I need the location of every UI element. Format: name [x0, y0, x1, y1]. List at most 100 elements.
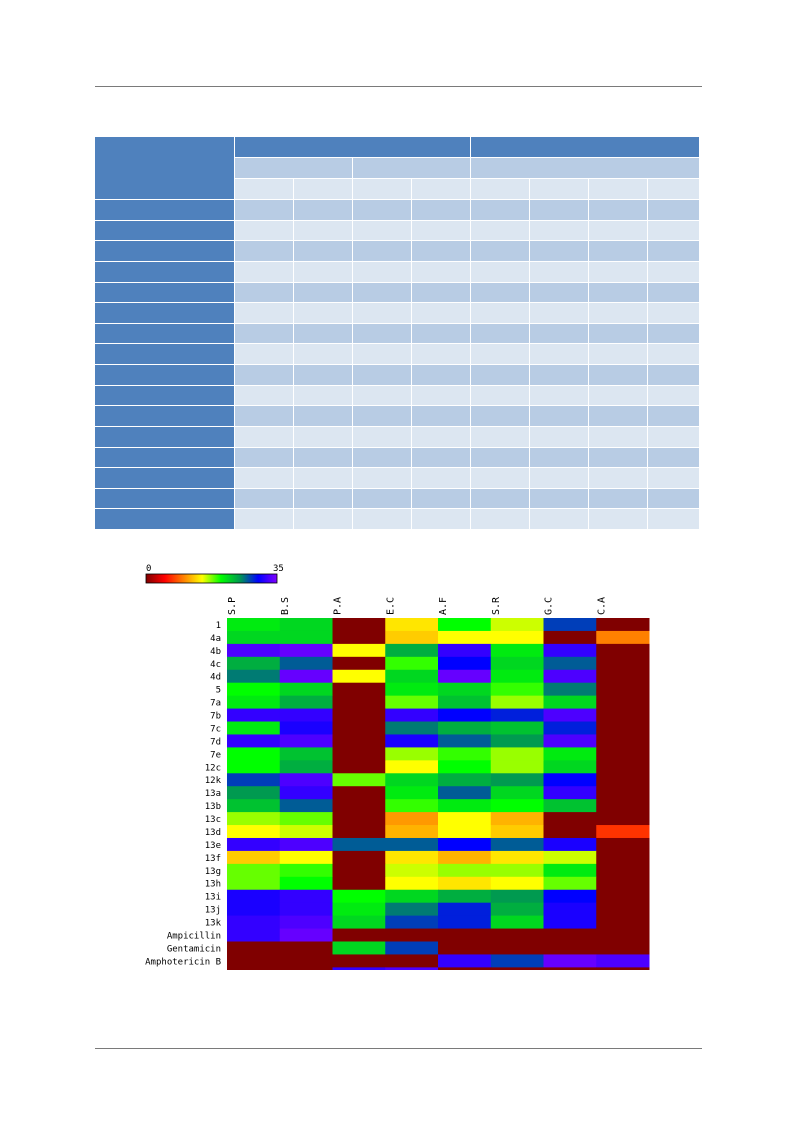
heatmap-cell — [596, 734, 650, 748]
table-cell — [353, 261, 412, 283]
heatmap-cell — [543, 812, 597, 826]
table-cell — [412, 344, 471, 365]
heatmap-cell — [385, 941, 439, 955]
heatmap-cell — [279, 954, 333, 968]
heatmap-cell — [279, 812, 333, 826]
heatmap-cell — [438, 928, 492, 942]
heatmap-cell — [332, 928, 386, 942]
heatmap-cell — [385, 863, 439, 878]
table-sub-header — [353, 158, 471, 179]
table-cell — [530, 200, 589, 221]
table-cell — [412, 241, 471, 262]
heatmap-cell — [438, 760, 492, 774]
heatmap-cell — [279, 618, 333, 632]
table-cell — [471, 282, 530, 304]
table-cell — [353, 447, 412, 469]
table-cell — [412, 261, 471, 283]
table-cell — [235, 344, 294, 365]
table-row-label — [95, 509, 235, 530]
heatmap-cell — [385, 786, 439, 800]
heatmap-cell — [596, 889, 650, 904]
heatmap-cell — [490, 695, 544, 710]
table-row-label — [95, 220, 235, 242]
table-cell — [648, 385, 700, 407]
heatmap-cell — [490, 876, 544, 891]
heatmap-cell — [543, 967, 597, 970]
table-row-label — [95, 447, 235, 469]
heatmap-cell — [543, 695, 597, 710]
table-cell — [589, 344, 648, 365]
table-cell — [412, 200, 471, 221]
heatmap-cell — [332, 863, 386, 878]
heatmap-cell — [385, 967, 439, 970]
heatmap-cell — [596, 682, 650, 697]
heatmap-cell — [490, 837, 544, 852]
table-cell — [353, 282, 412, 304]
table-cell — [353, 200, 412, 221]
heatmap-cell — [227, 618, 281, 632]
heatmap-cell — [332, 760, 386, 774]
table-col-header — [589, 179, 648, 200]
table-cell — [294, 385, 353, 407]
table-col-header — [235, 179, 294, 200]
heatmap-cell — [227, 786, 281, 800]
table-row-label — [95, 406, 235, 427]
table-cell — [294, 509, 353, 530]
table-cell — [530, 468, 589, 489]
table-cell — [589, 282, 648, 304]
heatmap-cell — [543, 630, 597, 645]
heatmap-cell — [385, 812, 439, 826]
heatmap-cell — [279, 863, 333, 878]
row-label: 13b — [205, 802, 221, 812]
row-label: 13k — [205, 919, 222, 929]
table-cell — [589, 303, 648, 324]
heatmap-cell — [490, 669, 544, 684]
row-label: 12k — [205, 776, 222, 786]
table-row-label — [95, 488, 235, 510]
heatmap-cell — [490, 954, 544, 968]
table-cell — [530, 220, 589, 242]
table-cell — [471, 365, 530, 386]
heatmap-cell — [543, 902, 597, 917]
colorbar-min-label: 0 — [146, 564, 151, 574]
table-cell — [294, 303, 353, 324]
heatmap-cell — [490, 915, 544, 930]
table-cell — [294, 468, 353, 489]
heatmap-cell — [227, 799, 281, 813]
heatmap-cell — [490, 928, 544, 942]
heatmap-cell — [227, 721, 281, 735]
table-cell — [353, 406, 412, 427]
table-cell — [294, 261, 353, 283]
heatmap-cell — [543, 889, 597, 904]
heatmap-cell — [438, 799, 492, 813]
heatmap-cell — [279, 747, 333, 761]
heatmap-cell — [385, 799, 439, 813]
row-label: 4d — [210, 673, 221, 683]
table-cell — [648, 282, 700, 304]
heatmap-cell — [490, 850, 544, 865]
heatmap-cell — [596, 669, 650, 684]
table-cell — [294, 323, 353, 345]
table-cell — [589, 261, 648, 283]
heatmap-cell — [596, 630, 650, 645]
table-cell — [412, 509, 471, 530]
heatmap-cell — [227, 773, 281, 787]
table-cell — [648, 488, 700, 510]
row-label: 7c — [210, 724, 221, 734]
table-cell — [294, 447, 353, 469]
heatmap-cell — [543, 760, 597, 774]
table-cell — [589, 406, 648, 427]
heatmap-cell — [279, 786, 333, 800]
table-cell — [648, 509, 700, 530]
table-cell — [412, 385, 471, 407]
heatmap-cell — [332, 812, 386, 826]
row-label: 12c — [205, 763, 221, 773]
row-label: 13c — [205, 815, 221, 825]
heatmap-cell — [227, 837, 281, 852]
table-cell — [353, 323, 412, 345]
table-cell — [235, 488, 294, 510]
row-label: 7e — [210, 750, 221, 760]
heatmap-cell — [279, 915, 333, 930]
heatmap-cell — [332, 915, 386, 930]
table-cell — [648, 344, 700, 365]
